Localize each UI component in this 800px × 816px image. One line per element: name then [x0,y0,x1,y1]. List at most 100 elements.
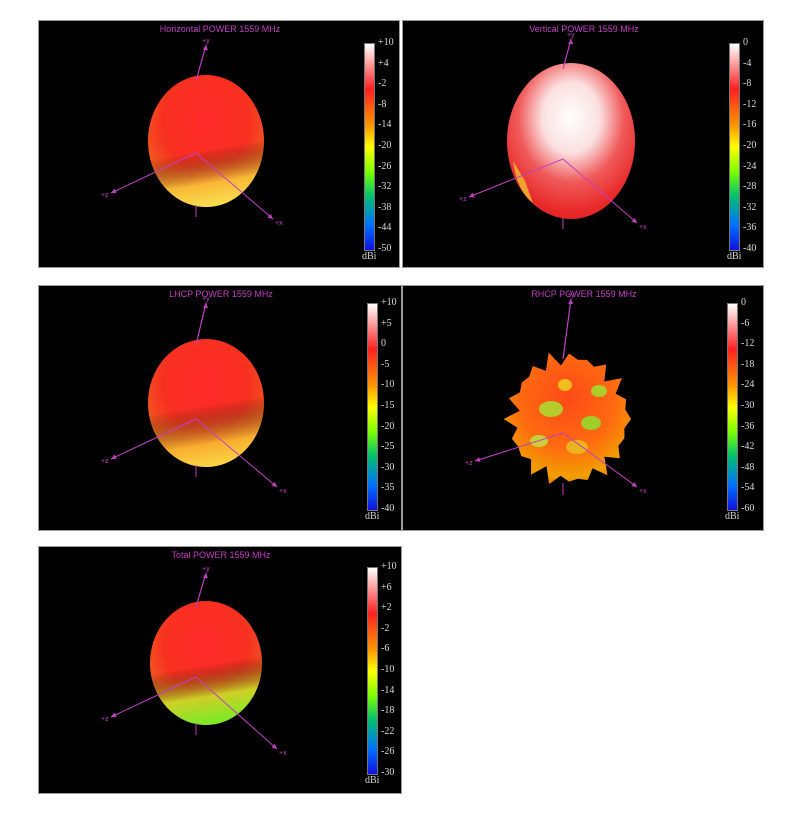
z-axis [110,418,197,460]
colorbar-tick-label: +10 [381,561,397,572]
colorbar [367,303,378,511]
axis-label-x: +x [279,750,287,757]
colorbar-tick-label: +2 [381,602,392,614]
colorbar-tick-label: -36 [743,222,757,234]
colorbar-tick-label: -10 [381,379,395,391]
axis-arrowhead [271,481,277,487]
pattern-surface [507,63,635,219]
colorbar-tick-label: -26 [378,160,392,172]
colorbar-tick-label: +5 [381,317,392,329]
colorbar-tick-label: -40 [381,503,395,514]
colorbar-tick-label: -4 [743,57,752,69]
pattern-surface-low-gain [150,601,262,725]
colorbar-tick-label: +4 [378,57,389,69]
radiation-pattern-plot: +y +z +x [465,292,647,495]
axis-label-y: +y [567,32,575,39]
colorbar-tick-label: -15 [381,400,395,411]
colorbar-tick-label: -16 [743,119,757,131]
axis-label-y: +y [202,296,210,303]
colorbar-tick-label: -30 [381,461,395,473]
axis-label-z: +z [459,196,467,203]
colorbar-tick-label: -24 [741,379,755,391]
colorbar-tick-label: -24 [743,160,757,172]
colorbar-tick-label: -18 [741,358,755,370]
colorbar-tick-label: -14 [381,684,395,696]
pattern-surface [503,352,631,485]
colorbar-tick-label: -8 [378,98,387,110]
colorbar-tick-label: -6 [741,317,750,329]
z-axis [468,158,564,198]
colorbar-tick-label: -25 [381,441,395,453]
colorbar [727,303,738,511]
colorbar-tick-label: -60 [741,503,755,514]
colorbar-tick-label: -2 [381,622,390,634]
axis-arrowhead [111,454,117,460]
chart-panel-vertical: Vertical POWER 1559 MHz +y +z +x 0 -4 -8 -12 -16… [402,20,764,268]
colorbar-tick-label: -42 [741,441,755,453]
pattern-surface-low-gain [148,339,264,467]
pattern-patch [513,161,533,203]
axis-arrowhead [469,192,475,198]
axis-arrowhead [202,573,208,579]
colorbar-tick-label: -44 [378,222,392,234]
axis-arrowhead [568,299,574,305]
y-axis-top [562,38,572,70]
chart-title: Vertical POWER 1559 MHz [529,24,639,34]
colorbar-tick-label: -36 [741,420,755,432]
radiation-pattern-plot: +y +z +x [101,38,283,227]
colorbar-tick-label: 0 [381,338,386,350]
pattern-patch [566,440,588,454]
pattern-surface-low-gain [148,75,264,207]
colorbar-tick-label: +6 [381,581,392,593]
axis-label-x: +x [275,220,283,227]
colorbar-unit: dBi [362,251,377,262]
x-axis [562,432,638,488]
colorbar-tick-label: -32 [378,181,392,193]
x-axis [562,158,638,224]
colorbar-tick-label: 0 [743,37,748,48]
x-axis [195,152,274,220]
axis-arrowhead [111,712,117,718]
colorbar-tick-label: -30 [741,400,755,411]
axis-arrowhead [202,45,208,51]
x-axis [195,676,278,750]
colorbar-tick-label: -12 [741,338,755,350]
colorbar-unit: dBi [727,251,742,262]
colorbar-tick-label: -32 [743,201,757,213]
chart-panel-total: Total POWER 1559 MHz +y +z +x +10 +6 +2 -2 -6 -10… [38,546,402,794]
axis-label-y: +y [202,38,210,45]
colorbar-tick-label: -12 [743,98,757,110]
colorbar-tick-label: -35 [381,482,395,494]
axis-arrowhead [271,743,277,749]
colorbar [364,43,375,251]
pattern-patch [558,379,572,391]
colorbar-tick-label: -10 [381,664,395,675]
colorbar-tick-label: -48 [741,461,755,473]
axis-label-z: +z [101,716,109,723]
axis-label-z: +z [465,460,473,467]
chart-title: LHCP POWER 1559 MHz [169,289,273,299]
colorbar-tick-label: 0 [741,297,746,308]
axis-arrowhead [568,39,574,45]
axis-arrowhead [203,303,208,309]
colorbar [729,43,740,251]
axis-arrowhead [475,457,481,462]
axis-label-z: +z [101,458,109,465]
colorbar-tick-label: -6 [381,643,390,655]
axis-arrowhead [631,482,637,487]
colorbar-tick-label: +10 [378,37,394,48]
axis-arrowhead [267,213,273,219]
colorbar-tick-label: -2 [378,78,387,90]
colorbar-tick-label: -20 [381,420,395,432]
pattern-patch [581,416,601,430]
axis-label-y: +y [202,566,210,573]
colorbar-unit: dBi [725,511,740,522]
colorbar-tick-label: -38 [378,201,392,213]
radiation-pattern-plot: +y +z +x [101,296,287,495]
chart-title: RHCP POWER 1559 MHz [531,289,637,299]
colorbar-tick-label: -14 [378,119,392,131]
colorbar-tick-label: -26 [381,746,395,758]
colorbar-tick-label: -5 [381,358,390,370]
axis-arrowhead [111,188,117,194]
y-axis-top [562,298,572,360]
